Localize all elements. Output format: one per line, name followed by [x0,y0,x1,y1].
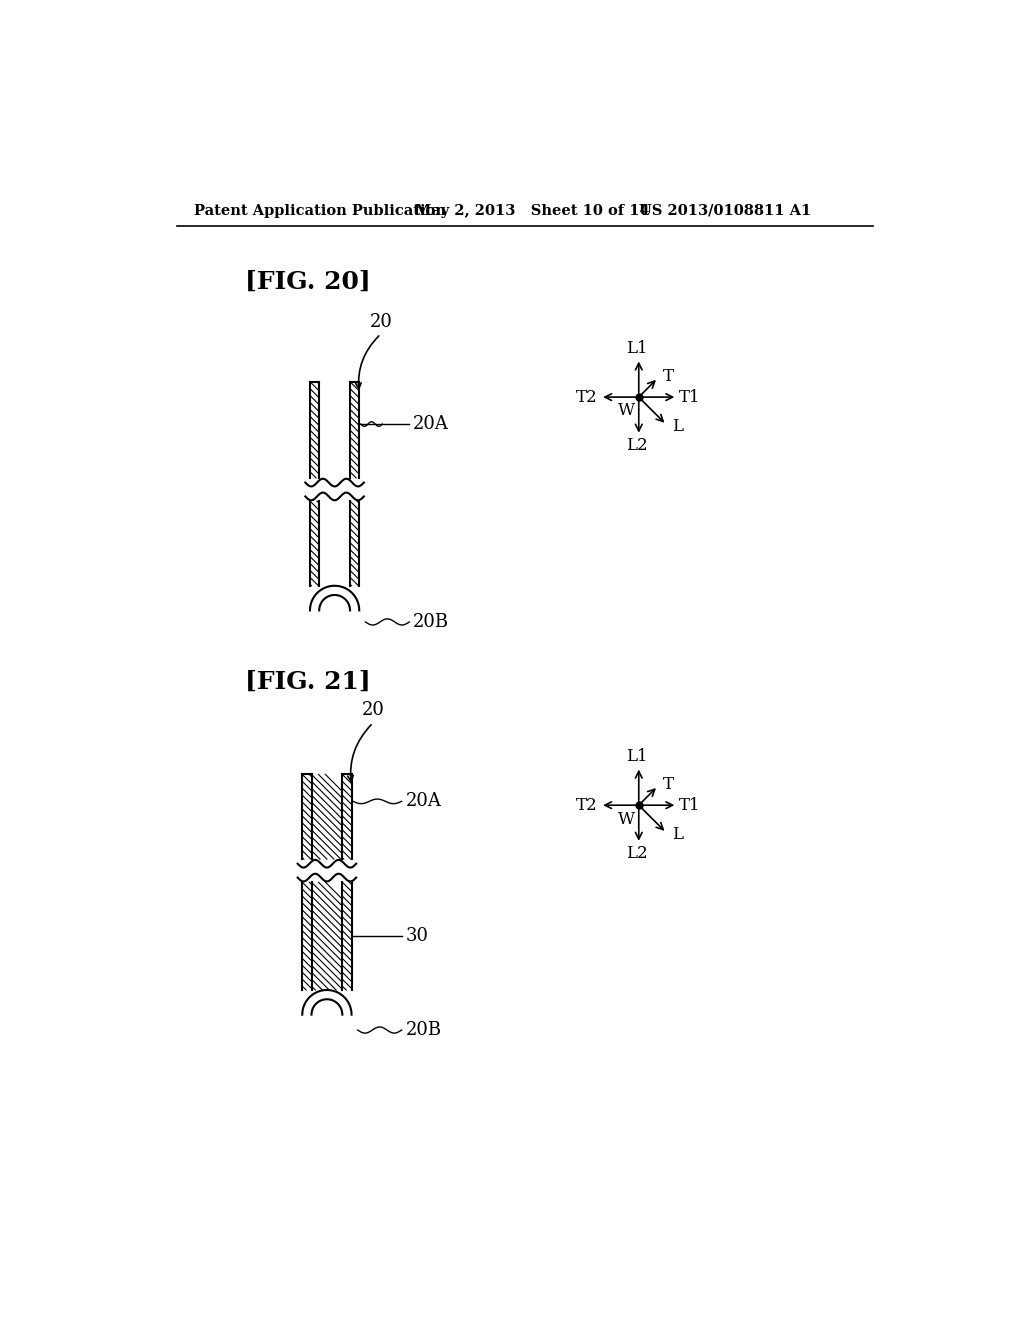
Text: May 2, 2013   Sheet 10 of 14: May 2, 2013 Sheet 10 of 14 [416,203,650,218]
Text: T1: T1 [679,797,700,813]
Text: L1: L1 [627,341,648,358]
Text: L2: L2 [627,437,648,454]
Text: [FIG. 20]: [FIG. 20] [245,269,371,293]
Text: T1: T1 [679,388,700,405]
Text: T: T [664,776,674,793]
Text: T2: T2 [575,797,597,813]
Text: 20A: 20A [406,792,441,810]
Text: Patent Application Publication: Patent Application Publication [194,203,445,218]
Text: L: L [672,418,683,434]
Text: 20A: 20A [413,414,450,433]
Text: 20: 20 [370,313,392,330]
Text: L: L [672,826,683,843]
Text: L1: L1 [627,748,648,766]
Text: W: W [617,403,635,420]
Text: [FIG. 21]: [FIG. 21] [245,671,371,694]
Text: 30: 30 [406,927,428,945]
Text: US 2013/0108811 A1: US 2013/0108811 A1 [639,203,811,218]
Text: T2: T2 [575,388,597,405]
Text: 20B: 20B [406,1022,441,1039]
Text: W: W [617,810,635,828]
Text: L2: L2 [627,845,648,862]
Text: 20: 20 [361,701,385,719]
Text: 20B: 20B [413,612,450,631]
Text: T: T [664,368,674,385]
